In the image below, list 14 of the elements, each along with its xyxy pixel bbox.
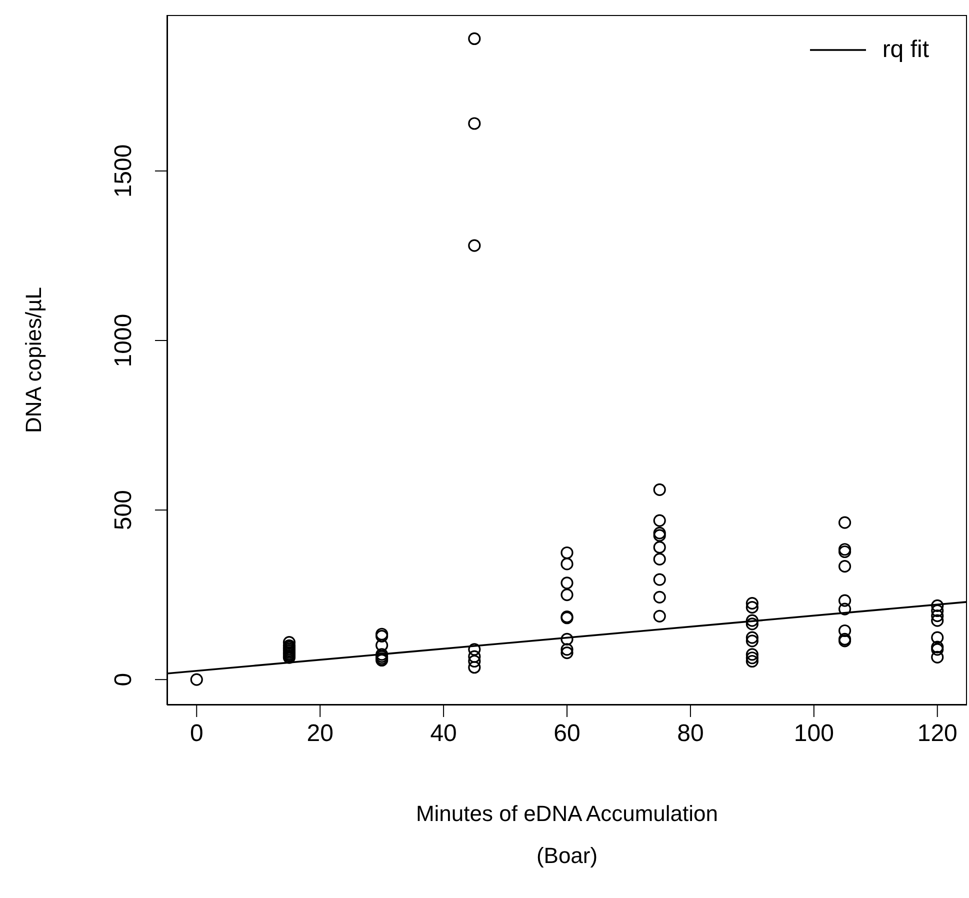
y-tick-label: 1500	[110, 144, 137, 198]
x-axis-title: Minutes of eDNA Accumulation (Boar)	[414, 800, 720, 870]
x-tick-label: 120	[917, 720, 958, 747]
legend-label: rq fit	[882, 36, 929, 64]
y-tick-label: 500	[110, 490, 137, 530]
y-tick-label: 1000	[110, 314, 137, 368]
x-tick-label: 40	[430, 720, 457, 747]
x-tick-label: 0	[190, 720, 204, 747]
y-tick-label: 0	[110, 672, 137, 686]
x-tick-label: 60	[554, 720, 580, 747]
x-tick-label: 100	[794, 720, 834, 747]
x-tick-label: 80	[677, 720, 704, 747]
x-tick-label: 20	[306, 720, 334, 747]
y-axis-title: DNA copies/µL	[21, 287, 47, 433]
